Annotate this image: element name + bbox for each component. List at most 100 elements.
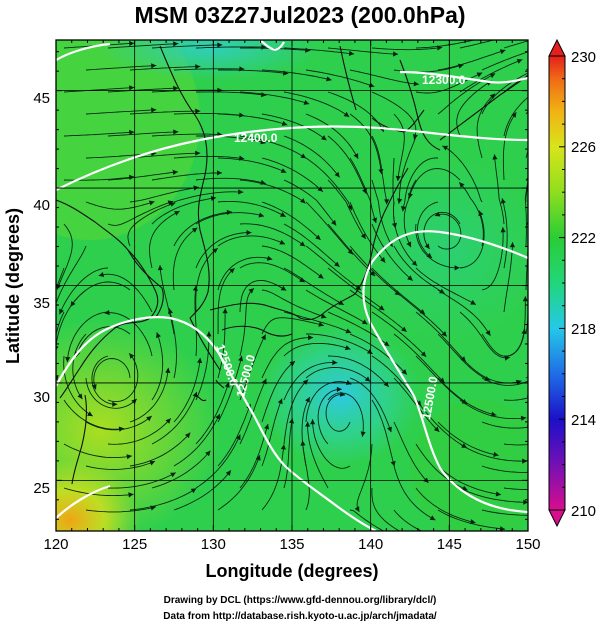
streamline [151, 44, 223, 49]
streamline [151, 391, 198, 445]
streamline [63, 443, 132, 459]
streamline-arrowhead [393, 51, 399, 57]
streamline-arrowhead [461, 443, 467, 448]
wind-streamlines [56, 40, 534, 531]
streamline-arrowhead [528, 378, 534, 383]
streamline-arrowhead [500, 227, 506, 233]
streamline [196, 135, 266, 144]
streamline-arrowhead [195, 64, 201, 70]
streamline-arrowhead [239, 112, 245, 118]
streamline-arrowhead [170, 472, 176, 478]
streamline [195, 434, 241, 489]
streamline-arrowhead [334, 261, 340, 267]
streamline [408, 168, 461, 199]
streamline-arrowhead [112, 401, 118, 407]
streamline [151, 332, 164, 401]
streamline-arrowhead [165, 367, 171, 373]
streamline [104, 312, 153, 357]
streamline-arrowhead [364, 376, 371, 382]
credit-data: Data from http://database.rish.kyoto-u.a… [163, 611, 437, 622]
streamline-arrowhead [235, 434, 241, 441]
streamline-arrowhead [104, 310, 110, 316]
streamline [327, 392, 364, 437]
streamline [524, 178, 528, 247]
y-tick-label: 35 [33, 295, 50, 312]
y-tick-label: 25 [33, 480, 50, 497]
streamline-arrowhead [387, 426, 392, 433]
streamline-arrowhead [407, 275, 413, 281]
streamline [107, 353, 139, 403]
streamline [415, 443, 468, 491]
streamline [283, 342, 351, 357]
streamline-arrowhead [321, 135, 327, 141]
streamline [327, 47, 399, 55]
streamline-arrowhead [264, 424, 270, 430]
streamline [459, 443, 528, 462]
streamline [127, 202, 176, 247]
streamline [261, 69, 332, 81]
streamline [525, 182, 528, 203]
streamline [393, 245, 445, 294]
streamline [239, 262, 305, 283]
streamline-arrowhead [442, 145, 448, 151]
streamline-arrowhead [131, 398, 137, 405]
streamline [194, 285, 197, 357]
streamline [261, 444, 285, 511]
streamline-arrowhead [59, 308, 64, 315]
streamline [393, 333, 445, 384]
streamline [305, 157, 353, 211]
height-contours [56, 40, 528, 531]
streamline-arrowhead [157, 265, 163, 271]
colorbar-tick-marks [559, 55, 565, 511]
streamline [63, 487, 134, 497]
x-tick-label: 145 [437, 536, 462, 553]
colorbar-min-arrow [548, 509, 566, 528]
streamline [85, 377, 138, 409]
streamline-arrowhead [355, 284, 361, 290]
streamline-arrowhead [305, 421, 311, 427]
streamline [195, 46, 267, 49]
streamline-arrowhead [192, 285, 198, 291]
streamline [415, 40, 476, 49]
streamline [393, 465, 436, 521]
streamline [327, 267, 385, 311]
streamline-arrowhead [279, 239, 285, 245]
streamline-arrowhead [476, 72, 483, 78]
streamline-arrowhead [318, 321, 324, 327]
streamline-arrowhead [380, 257, 386, 263]
streamline-arrowhead [372, 217, 377, 223]
streamline-arrowhead [173, 41, 179, 47]
streamline [403, 179, 417, 248]
streamline [312, 419, 351, 469]
streamline [129, 110, 201, 115]
streamline [371, 311, 427, 358]
streamline-arrowhead [191, 227, 198, 233]
streamline-arrowhead [222, 308, 228, 314]
streamline-arrowhead [156, 332, 161, 338]
streamline [458, 181, 484, 247]
streamline-arrowhead [318, 273, 324, 279]
streamline [239, 378, 267, 445]
streamline [305, 113, 359, 160]
streamline [302, 440, 310, 511]
streamline [173, 191, 244, 203]
streamline [261, 245, 324, 279]
chart-title: MSM 03Z27Jul2023 (200.0hPa) [134, 2, 465, 28]
streamline-arrowhead [190, 488, 197, 494]
streamline-arrowhead [489, 73, 496, 79]
streamline [476, 93, 496, 159]
streamline [239, 91, 310, 105]
streamline-arrowhead [345, 328, 352, 334]
streamline [63, 87, 135, 93]
streamline [151, 197, 217, 225]
contour-line-north [56, 42, 111, 61]
streamline [503, 40, 528, 49]
streamline-arrowhead [77, 393, 83, 400]
streamline-arrowhead [246, 230, 252, 236]
streamline [98, 273, 153, 313]
y-tick-label: 45 [33, 90, 50, 107]
streamline [85, 201, 155, 210]
streamline [129, 152, 201, 159]
streamline-arrowhead [129, 40, 135, 47]
